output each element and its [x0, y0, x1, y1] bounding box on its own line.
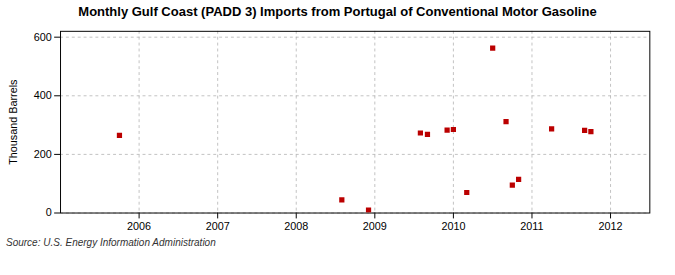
svg-text:400: 400: [34, 89, 52, 101]
svg-text:2006: 2006: [127, 220, 151, 232]
svg-text:200: 200: [34, 148, 52, 160]
svg-text:0: 0: [46, 206, 52, 218]
svg-text:2009: 2009: [363, 220, 387, 232]
svg-text:2007: 2007: [206, 220, 230, 232]
svg-text:2010: 2010: [441, 220, 465, 232]
svg-text:2011: 2011: [520, 220, 543, 232]
html-text:Monthly Gulf Coast (PADD 3) Im: Monthly Gulf Coast (PADD 3) Imports from…: [78, 4, 597, 19]
svg-text:600: 600: [34, 31, 52, 43]
svg-text:2008: 2008: [284, 220, 308, 232]
svg-text:Thousand Barrels: Thousand Barrels: [7, 79, 19, 165]
svg-text:2012: 2012: [599, 220, 623, 232]
html-text:Source: U.S. Energy Informatio: Source: U.S. Energy Information Administ…: [6, 237, 216, 249]
